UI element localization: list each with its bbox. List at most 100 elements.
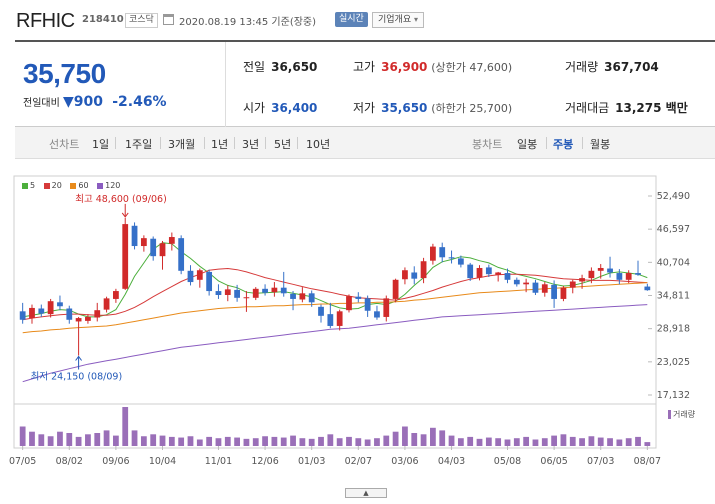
- volume-bar: [19, 426, 26, 446]
- candle-body: [196, 270, 203, 280]
- tab-1day[interactable]: 1일: [92, 138, 110, 151]
- tab-monthly-candle[interactable]: 월봉: [590, 138, 611, 151]
- volume-bar: [420, 434, 427, 446]
- volume-bar: [336, 438, 343, 446]
- candle-body: [187, 270, 194, 283]
- candle-body: [206, 271, 213, 292]
- tab-1year[interactable]: 1년: [211, 138, 229, 151]
- candle-body: [513, 279, 520, 285]
- volume-bar: [224, 436, 231, 446]
- volume-bar: [644, 442, 651, 446]
- tab-3year[interactable]: 3년: [242, 138, 260, 151]
- legend-swatch: [97, 182, 104, 189]
- amount-value: 13,275 백만: [615, 101, 688, 115]
- volume-bar: [430, 427, 436, 446]
- change-value: 900: [73, 94, 104, 110]
- x-tick-label: 07/03: [587, 456, 614, 467]
- candle-body: [402, 270, 408, 280]
- x-tick-label: 04/03: [438, 456, 465, 467]
- volume-cell: 거래량 367,704: [565, 58, 659, 75]
- tab-1week[interactable]: 1주일: [125, 138, 153, 151]
- amount-cell: 거래대금 13,275 백만: [565, 99, 688, 116]
- candle-body: [616, 273, 623, 280]
- candle-body: [439, 247, 446, 258]
- stock-code: 218410: [82, 14, 124, 25]
- candle-body: [252, 288, 259, 298]
- candle-body: [308, 293, 315, 303]
- volume-bar: [625, 438, 632, 446]
- legend-swatch: [22, 182, 28, 189]
- high-cell: 고가 36,900 (상한가 47,600): [353, 58, 512, 75]
- volume-bar: [299, 438, 306, 446]
- candle-body: [467, 264, 474, 279]
- y-tick-label: 28,918: [657, 324, 690, 335]
- min-annotation: 최저 24,150 (08/09): [31, 372, 123, 383]
- candle-body: [47, 301, 54, 315]
- candle-body: [159, 243, 166, 257]
- chart-scroll-handle[interactable]: ▲: [345, 488, 387, 498]
- volume-bar: [588, 436, 595, 446]
- volume-bar: [75, 436, 82, 446]
- candle-body: [29, 307, 35, 319]
- x-tick-label: 12/06: [251, 456, 278, 467]
- price-change-row: 전일대비 ▼900 -2.46%: [23, 94, 167, 110]
- candle-body: [383, 298, 390, 317]
- candle-body: [168, 237, 175, 244]
- volume-bar: [392, 431, 399, 446]
- chart-period-tabs: 선차트 1일 1주일 3개월 1년 3년 5년 10년 봉차트 일봉 주봉 월봉: [15, 127, 715, 159]
- company-info-dropdown[interactable]: 기업개요 ▾: [372, 12, 425, 28]
- candle-body: [504, 273, 511, 280]
- volume-bar: [234, 437, 240, 446]
- volume-bar: [504, 439, 511, 446]
- candle-body: [448, 257, 455, 259]
- candle-body: [280, 287, 287, 294]
- candle-body: [579, 278, 585, 282]
- candle-body: [66, 308, 73, 320]
- legend-ma5: 5: [22, 181, 35, 190]
- volume-legend: 거래량: [668, 409, 695, 420]
- volume-value: 367,704: [604, 60, 659, 74]
- candle-body: [215, 291, 222, 295]
- volume-bar: [635, 436, 641, 446]
- volume-bar: [271, 436, 278, 446]
- candle-body: [607, 268, 613, 273]
- candle-body: [336, 311, 343, 326]
- calendar-icon: [163, 14, 174, 25]
- high-label: 고가: [353, 60, 376, 74]
- candle-body: [485, 267, 492, 275]
- tab-weekly-candle[interactable]: 주봉: [553, 138, 574, 151]
- volume-bar: [346, 436, 352, 446]
- tab-10year[interactable]: 10년: [306, 138, 331, 151]
- volume-bar: [457, 438, 464, 446]
- volume-legend-label: 거래량: [673, 410, 696, 419]
- candle-body: [644, 286, 651, 291]
- change-label: 전일대비: [23, 98, 60, 109]
- tab-daily-candle[interactable]: 일봉: [517, 138, 538, 151]
- x-tick-label: 08/07: [634, 456, 661, 467]
- candle-body: [635, 273, 641, 275]
- candle-body: [625, 273, 632, 280]
- tab-5year[interactable]: 5년: [274, 138, 292, 151]
- volume-bar: [29, 431, 35, 446]
- y-tick-label: 17,132: [657, 390, 690, 401]
- volume-bar: [243, 438, 250, 446]
- change-percent: -2.46%: [112, 94, 167, 110]
- prev-close-label: 전일: [243, 60, 266, 74]
- low-cell: 저가 35,650 (하한가 25,700): [353, 99, 512, 116]
- current-price: 35,750: [23, 58, 106, 89]
- volume-bar: [113, 435, 119, 446]
- candle-body: [523, 282, 530, 285]
- candle-body: [392, 279, 399, 299]
- tab-3month[interactable]: 3개월: [168, 138, 196, 151]
- high-value: 36,900: [381, 60, 428, 74]
- open-label: 시가: [243, 101, 266, 115]
- lower-limit: (하한가 25,700): [431, 102, 513, 115]
- realtime-button[interactable]: 실시간: [335, 12, 368, 27]
- x-tick-label: 05/08: [494, 456, 521, 467]
- x-tick-label: 03/06: [391, 456, 418, 467]
- candle-body: [374, 311, 380, 318]
- low-label: 저가: [353, 101, 376, 115]
- prev-close-value: 36,650: [271, 60, 318, 74]
- volume-label: 거래량: [565, 60, 599, 74]
